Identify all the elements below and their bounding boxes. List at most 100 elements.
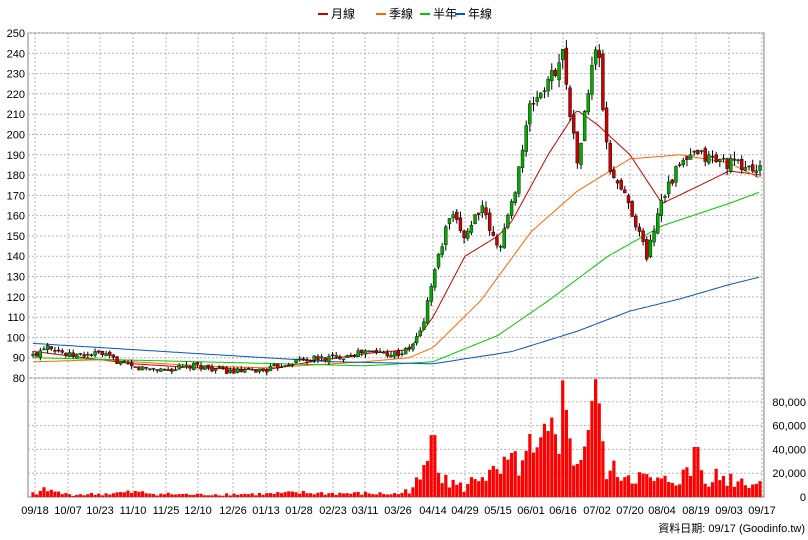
- candle-body: [506, 214, 510, 228]
- date-tick-label: 06/01: [517, 505, 545, 517]
- candle-body: [67, 352, 72, 357]
- candle-body: [524, 125, 528, 152]
- date-tick-label: 08/19: [682, 505, 710, 517]
- candle-body: [557, 62, 561, 81]
- date-axis-ticks: 09/18 10/07 10/23 11/10 11/25 12/10 12/26 01/13…: [21, 505, 776, 517]
- volume-bar: [502, 456, 506, 497]
- volume-bar: [623, 477, 627, 497]
- candle-body: [710, 156, 715, 158]
- candle-body: [363, 350, 368, 355]
- candle-body: [188, 366, 192, 369]
- volume-bar: [316, 492, 320, 497]
- candle-body: [159, 368, 163, 372]
- volume-bar: [714, 468, 718, 497]
- candle-body: [250, 368, 254, 371]
- candle-body: [371, 350, 375, 353]
- candle-body: [520, 149, 525, 168]
- price-tick-label: 160: [7, 211, 25, 223]
- volume-bar: [151, 493, 156, 497]
- candle-body: [509, 201, 514, 216]
- volume-bar: [239, 494, 243, 497]
- volume-bar: [367, 493, 371, 497]
- volume-bar: [404, 489, 408, 497]
- candle-body: [122, 360, 127, 363]
- candle-body: [221, 367, 225, 369]
- candle-body: [750, 164, 755, 172]
- volume-bar: [327, 493, 331, 497]
- candle-body: [659, 199, 664, 216]
- candle-body: [637, 226, 642, 232]
- volume-bar: [564, 409, 568, 497]
- volume-bar: [612, 460, 616, 497]
- candle-body: [356, 350, 360, 358]
- candle-body: [615, 180, 620, 184]
- volume-axis-ticks: 0 20,000 40,000 60,000 80,000: [772, 397, 806, 504]
- volume-bar: [440, 483, 444, 497]
- volume-bar: [283, 492, 287, 497]
- legend: 月線 季線 半年 年線: [318, 6, 492, 21]
- volume-tick-label: 80,000: [772, 397, 806, 409]
- candle-body: [685, 156, 689, 160]
- candle-body: [692, 151, 696, 153]
- volume-bar: [542, 423, 547, 497]
- volume-bar: [320, 492, 324, 497]
- candle-body: [224, 367, 229, 374]
- candle-body: [192, 363, 196, 370]
- candle-body: [283, 365, 287, 367]
- volume-bar: [462, 491, 466, 497]
- date-tick-label: 03/11: [352, 505, 379, 517]
- candle-body: [429, 286, 433, 302]
- volume-bar: [718, 480, 722, 497]
- candle-body: [195, 362, 200, 365]
- volume-bar: [594, 379, 598, 497]
- volume-bar: [411, 487, 415, 497]
- volume-bar: [228, 495, 232, 497]
- volume-bar: [575, 463, 579, 497]
- candle-body: [484, 207, 488, 215]
- candle-body: [656, 213, 660, 234]
- volume-bar: [524, 450, 528, 497]
- candle-body: [265, 369, 269, 373]
- candle-body: [718, 159, 722, 162]
- candle-body: [257, 368, 262, 372]
- candle-body: [677, 164, 682, 166]
- volume-bar: [681, 469, 685, 497]
- volume-bar: [225, 493, 229, 497]
- candle-body: [93, 351, 97, 356]
- volume-bar: [729, 473, 733, 497]
- candle-body: [301, 358, 306, 360]
- candle-body: [272, 364, 276, 366]
- volume-bar: [155, 495, 159, 497]
- candle-body: [597, 50, 601, 58]
- volume-bar: [35, 494, 39, 497]
- volume-bar: [634, 483, 638, 497]
- volume-bar: [619, 480, 623, 497]
- candle-body: [184, 364, 189, 368]
- volume-bar: [414, 477, 419, 497]
- volume-bar: [173, 494, 178, 497]
- candle-body: [546, 78, 550, 92]
- price-tick-label: 110: [7, 312, 25, 324]
- candle-body: [75, 353, 79, 359]
- volume-bar: [751, 484, 755, 497]
- candle-body: [619, 180, 623, 190]
- volume-bar: [667, 482, 671, 497]
- volume-bar: [652, 480, 656, 497]
- candle-body: [389, 354, 393, 358]
- volume-bar: [349, 493, 353, 497]
- volume-bar: [436, 472, 441, 497]
- candle-body: [31, 353, 35, 356]
- candle-body: [670, 179, 675, 184]
- volume-bar: [232, 493, 236, 497]
- candle-body: [210, 366, 214, 372]
- candle-body: [213, 368, 218, 371]
- volume-grid: [28, 401, 764, 474]
- volume-bar: [334, 494, 338, 497]
- moving-average-line: [32, 154, 760, 369]
- candle-body: [312, 355, 317, 361]
- volume-bar: [243, 493, 247, 497]
- candle-body: [579, 143, 583, 165]
- candle-body: [45, 345, 50, 350]
- volume-bar: [561, 380, 565, 497]
- volume-bar: [528, 433, 532, 497]
